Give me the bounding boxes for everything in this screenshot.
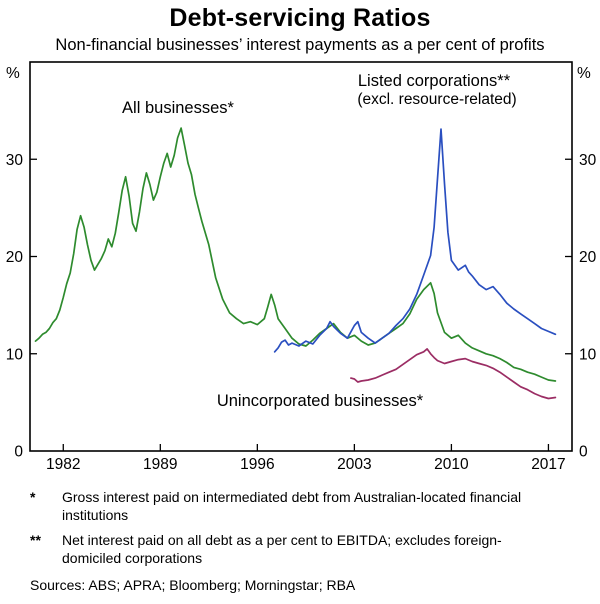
y-tick-label-left: 10 — [6, 347, 24, 364]
footnote-1-marker: * — [30, 489, 36, 506]
footnote-1: * Gross interest paid on intermediated d… — [30, 489, 572, 525]
y-tick-label-right: 30 — [579, 152, 597, 169]
series-label-listed-corporations-sub: (excl. resource-related) — [357, 91, 516, 108]
series-line-0 — [34, 127, 557, 383]
series-layer — [34, 127, 557, 400]
footnotes: * Gross interest paid on intermediated d… — [0, 478, 600, 595]
y-unit-right: % — [577, 65, 591, 82]
x-tick-label: 1982 — [46, 456, 80, 473]
y-tick-label-right: 0 — [579, 444, 588, 461]
x-tick-label: 2017 — [531, 456, 565, 473]
x-tick-label: 1989 — [143, 456, 177, 473]
y-unit-left: % — [6, 65, 20, 82]
series-label-listed-corporations: Listed corporations** — [358, 72, 511, 90]
page-subtitle: Non-financial businesses’ interest payme… — [55, 35, 545, 54]
footnote-2: ** Net interest paid on all debt as a pe… — [30, 532, 572, 568]
series-label-all-businesses: All businesses* — [122, 99, 234, 117]
y-tick-label-right: 20 — [579, 249, 597, 266]
y-tick-label-left: 30 — [6, 152, 24, 169]
page-title: Debt-servicing Ratios — [169, 4, 431, 32]
footnote-2-text: Net interest paid on all debt as a per c… — [62, 532, 502, 567]
y-tick-label-right: 10 — [579, 347, 597, 364]
sources-line: Sources: ABS; APRA; Bloomberg; Morningst… — [30, 577, 356, 594]
y-tick-label-left: 20 — [6, 249, 24, 266]
x-tick-label: 2010 — [434, 456, 469, 473]
series-line-2 — [350, 348, 557, 400]
axis-layer: 0 0 10 10 20 20 30 30 1982 1989 1996 2003 2010 2017 — [6, 152, 597, 473]
x-tick-label: 1996 — [240, 456, 274, 473]
plot-border — [29, 61, 573, 453]
series-line-1 — [273, 128, 557, 354]
y-tick-label-left: 0 — [14, 444, 23, 461]
footnote-2-marker: ** — [30, 532, 41, 549]
footnote-1-text: Gross interest paid on intermediated deb… — [62, 489, 522, 524]
x-tick-label: 2003 — [337, 456, 371, 473]
series-label-unincorporated: Unincorporated businesses* — [217, 392, 424, 410]
chart-canvas: 0 0 10 10 20 20 30 30 1982 1989 1996 2003 2010 2017 %… — [6, 61, 597, 473]
